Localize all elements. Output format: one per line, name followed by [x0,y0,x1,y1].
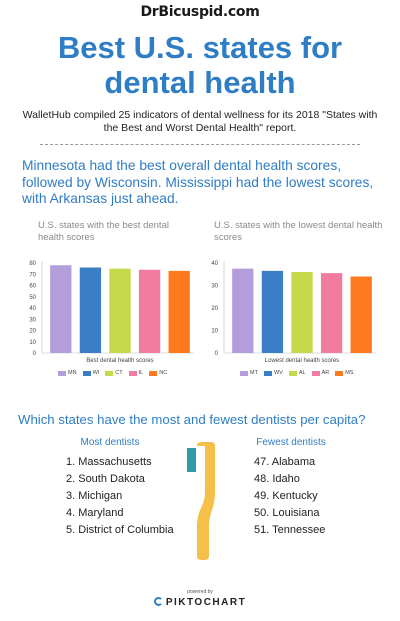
lowest-legend-label: AR [321,370,330,376]
most-dentists-item: 2. South Dakota [66,473,145,485]
toothbrush-icon [187,442,215,560]
page-title: Best U.S. states for dental health [0,30,400,100]
best-bar-il [138,269,161,353]
dentists-question: Which states have the most and fewest de… [18,412,366,427]
lowest-legend-swatch [288,370,297,376]
lowest-legend-item-ms: MS [335,370,353,376]
lowest-y-tick-label: 40 [211,261,218,267]
best-bar-ct [109,268,131,353]
fewest-dentists-item: 49. Kentucky [254,490,318,502]
most-dentists-item: 3. Michigan [66,490,123,502]
page-title-line-1: Best U.S. states for [57,30,343,65]
lowest-bar-ms [350,276,372,353]
lowest-legend-item-al: AL [288,370,306,376]
most-dentists-item: 5. District of Columbia [66,524,174,536]
most-dentists-heading: Most dentists [80,437,140,448]
most-dentists-list: 1. Massachusetts 2. South Dakota 3. Michig… [66,454,186,539]
lowest-legend-item-mt: MT [240,370,258,376]
best-legend-label: WI [92,370,100,376]
best-y-tick-label: 50 [29,295,36,301]
best-scores-chart: 0 10 20 30 40 50 60 70 80 Best dental health scor… [29,261,194,364]
best-legend-swatch [128,370,137,376]
best-y-tick-label: 80 [29,261,36,267]
brand-name: DrBicuspid.com [140,4,260,20]
fewest-dentists-item: 51. Tennessee [254,524,326,536]
lowest-scores-chart: 0 10 20 30 40 Lowest dental health scores [211,261,376,364]
fewest-dentists-heading: Fewest dentists [256,437,326,448]
most-dentists-item: 4. Maryland [66,507,124,519]
piktochart-logo-text: PIKTOCHART [165,597,247,608]
best-bar-wi [79,267,102,353]
lowest-legend-swatch [240,370,248,376]
best-y-tick-label: 10 [29,340,36,346]
best-legend-label: NC [159,370,168,376]
page-title-line-2: dental health [104,65,296,100]
best-legend-item-il: IL [128,370,144,376]
best-y-tick-label: 30 [29,317,36,323]
lowest-chart-title: U.S. states with the lowest dental healt… [214,220,383,243]
best-chart-title: U.S. states with the best dental health … [38,220,169,243]
best-legend-label: CT [115,370,123,376]
lowest-legend-swatch [263,370,272,376]
best-legend-item-mn: MN [58,370,77,376]
fewest-dentists-item: 48. Idaho [254,473,300,485]
best-legend-label: MN [68,370,77,376]
fewest-dentists-list: 47. Alabama 48. Idaho 49. Kentucky 50. Loui… [254,454,374,539]
best-y-tick-label: 20 [29,329,36,335]
best-y-tick-label: 60 [29,284,36,290]
best-chart-legend: MN WI CT IL NC [58,370,167,376]
piktochart-logo-icon [153,597,163,606]
best-legend-swatch [82,370,91,376]
most-dentists-item: 1. Massachusetts [66,456,152,468]
lowest-bar-wv [261,270,284,353]
lowest-bar-al [291,272,313,353]
fewest-dentists-item: 47. Alabama [254,456,316,468]
lowest-legend-swatch [335,370,344,376]
lowest-y-tick-label: 30 [211,284,218,290]
best-legend-swatch [105,370,114,376]
best-legend-label: IL [138,370,144,376]
best-legend-item-nc: NC [149,370,167,376]
lowest-x-axis-label: Lowest dental health scores [265,358,339,364]
best-y-tick-label: 0 [33,351,37,357]
lowest-y-tick-label: 10 [211,329,218,335]
lowest-legend-label: AL [298,370,306,376]
lowest-legend-swatch [311,370,320,376]
page-subtitle: WalletHub compiled 25 indicators of dent… [22,109,378,134]
lowest-legend-item-wv: WV [263,370,283,376]
best-legend-swatch [149,370,158,376]
lowest-y-tick-label: 0 [215,351,219,357]
powered-by-text: powered by [187,589,213,595]
lowest-legend-label: WV [273,370,283,376]
best-legend-item-ct: CT [105,370,123,376]
lowest-legend-label: MT [250,370,258,376]
finding-text: Minnesota had the best overall dental he… [22,158,374,206]
fewest-dentists-item: 50. Louisiana [254,507,320,519]
lowest-legend-label: MS [345,370,354,376]
best-legend-swatch [58,370,66,376]
lowest-chart-legend: MT WV AL AR MS [240,370,353,376]
lowest-y-tick-label: 20 [211,306,218,312]
lowest-bar-mt [232,268,254,353]
best-y-tick-label: 40 [29,306,36,312]
best-bar-nc [168,270,190,353]
best-x-axis-label: Best dental health scores [86,358,153,364]
best-y-tick-label: 70 [29,272,36,278]
lowest-bar-ar [320,273,343,353]
best-bar-mn [50,265,72,353]
best-legend-item-wi: WI [82,370,100,376]
piktochart-logo: PIKTOCHART [0,597,400,608]
section-divider [40,144,360,145]
lowest-legend-item-ar: AR [311,370,330,376]
